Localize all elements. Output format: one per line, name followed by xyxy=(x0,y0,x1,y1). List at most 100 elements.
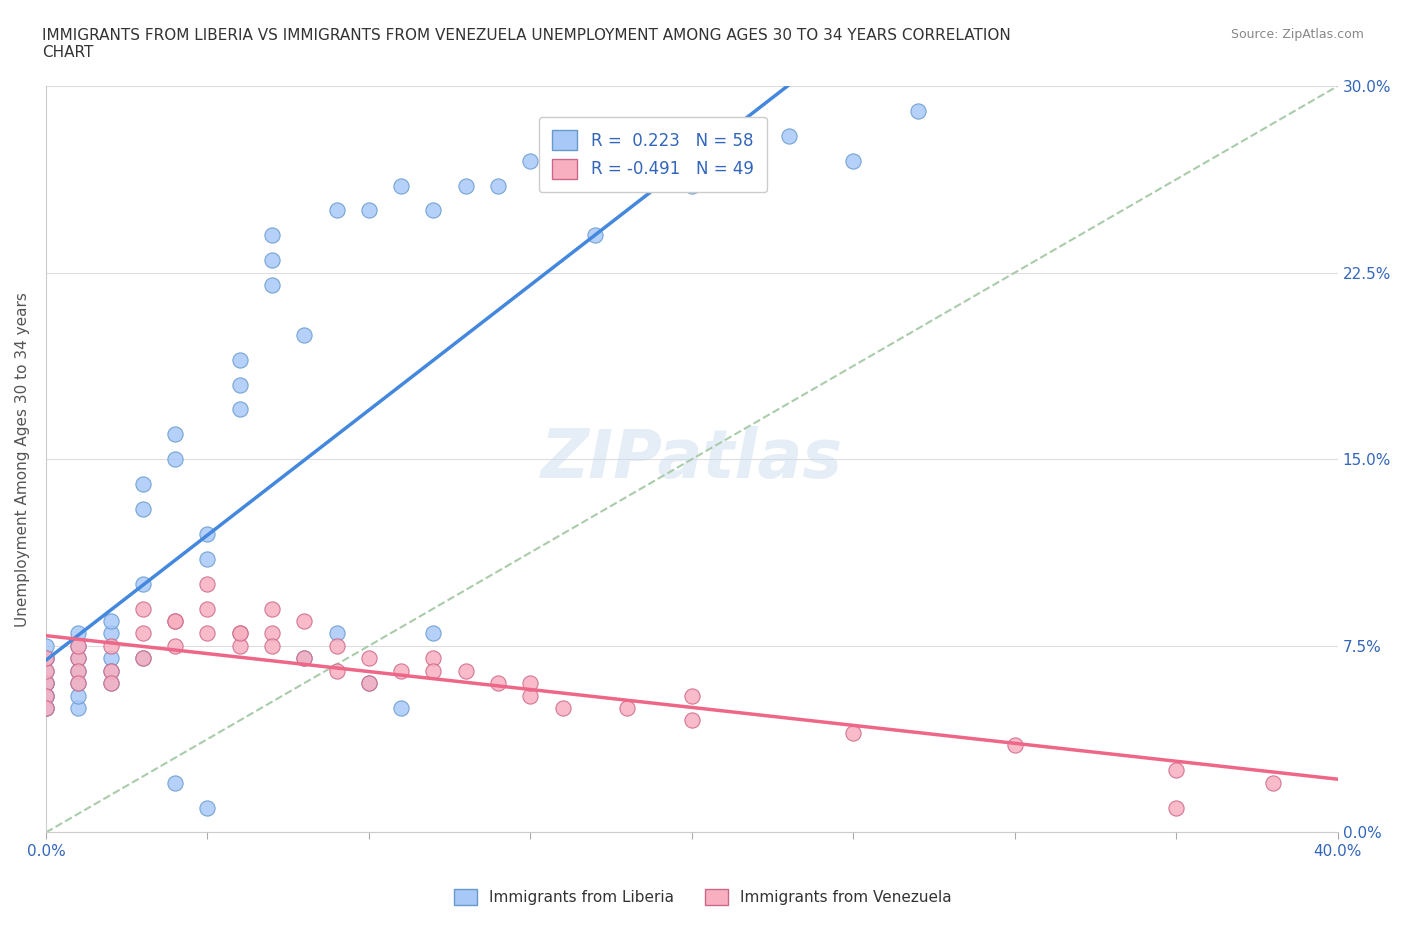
Point xyxy=(1166,800,1188,815)
Point xyxy=(519,688,541,703)
Point xyxy=(67,626,90,641)
Point xyxy=(1261,776,1284,790)
Text: Source: ZipAtlas.com: Source: ZipAtlas.com xyxy=(1230,28,1364,41)
Point xyxy=(35,688,58,703)
Point xyxy=(197,601,219,616)
Point xyxy=(357,676,380,691)
Point xyxy=(67,651,90,666)
Point xyxy=(100,626,122,641)
Point xyxy=(165,776,187,790)
Point xyxy=(260,253,283,268)
Point xyxy=(228,626,250,641)
Point xyxy=(745,128,768,143)
Point xyxy=(35,676,58,691)
Point xyxy=(100,651,122,666)
Point xyxy=(35,651,58,666)
Point xyxy=(35,700,58,715)
Point xyxy=(67,651,90,666)
Point xyxy=(551,128,574,143)
Point xyxy=(778,128,800,143)
Point xyxy=(325,638,347,653)
Y-axis label: Unemployment Among Ages 30 to 34 years: Unemployment Among Ages 30 to 34 years xyxy=(15,292,30,627)
Point xyxy=(260,626,283,641)
Point xyxy=(389,700,412,715)
Point xyxy=(67,700,90,715)
Point xyxy=(325,663,347,678)
Point xyxy=(35,638,58,653)
Point xyxy=(197,626,219,641)
Point xyxy=(292,651,315,666)
Point xyxy=(681,179,703,193)
Point xyxy=(132,601,155,616)
Point xyxy=(325,203,347,218)
Point xyxy=(100,676,122,691)
Point xyxy=(357,676,380,691)
Point xyxy=(616,700,638,715)
Point xyxy=(454,663,477,678)
Point xyxy=(100,638,122,653)
Point xyxy=(486,179,509,193)
Point xyxy=(292,327,315,342)
Point xyxy=(260,228,283,243)
Point xyxy=(100,663,122,678)
Point xyxy=(422,626,444,641)
Point xyxy=(389,663,412,678)
Point xyxy=(260,601,283,616)
Point xyxy=(519,153,541,168)
Point xyxy=(260,278,283,293)
Point xyxy=(1004,737,1026,752)
Point xyxy=(228,402,250,417)
Point xyxy=(35,700,58,715)
Point xyxy=(422,651,444,666)
Point xyxy=(100,676,122,691)
Point xyxy=(67,676,90,691)
Point xyxy=(67,676,90,691)
Point xyxy=(35,676,58,691)
Point xyxy=(357,203,380,218)
Point xyxy=(197,577,219,591)
Point xyxy=(67,663,90,678)
Point xyxy=(292,614,315,629)
Point xyxy=(67,663,90,678)
Point xyxy=(551,700,574,715)
Point xyxy=(422,203,444,218)
Point xyxy=(228,626,250,641)
Point xyxy=(35,651,58,666)
Point xyxy=(35,688,58,703)
Point xyxy=(165,452,187,467)
Point xyxy=(132,577,155,591)
Point xyxy=(389,179,412,193)
Text: IMMIGRANTS FROM LIBERIA VS IMMIGRANTS FROM VENEZUELA UNEMPLOYMENT AMONG AGES 30 : IMMIGRANTS FROM LIBERIA VS IMMIGRANTS FR… xyxy=(42,28,1011,60)
Point xyxy=(260,638,283,653)
Point xyxy=(454,179,477,193)
Point xyxy=(35,700,58,715)
Point xyxy=(519,676,541,691)
Point xyxy=(165,614,187,629)
Point xyxy=(35,651,58,666)
Point xyxy=(583,228,606,243)
Point xyxy=(357,651,380,666)
Point xyxy=(228,638,250,653)
Point xyxy=(35,676,58,691)
Point xyxy=(67,688,90,703)
Point xyxy=(100,663,122,678)
Point xyxy=(197,551,219,566)
Point xyxy=(100,614,122,629)
Legend: R =  0.223   N = 58, R = -0.491   N = 49: R = 0.223 N = 58, R = -0.491 N = 49 xyxy=(538,117,768,193)
Legend: Immigrants from Liberia, Immigrants from Venezuela: Immigrants from Liberia, Immigrants from… xyxy=(447,882,959,913)
Point xyxy=(228,352,250,367)
Point xyxy=(132,626,155,641)
Point xyxy=(35,663,58,678)
Point xyxy=(422,663,444,678)
Point xyxy=(165,638,187,653)
Point xyxy=(842,153,865,168)
Point xyxy=(907,103,929,118)
Point xyxy=(67,638,90,653)
Point xyxy=(197,526,219,541)
Point xyxy=(67,638,90,653)
Text: ZIPatlas: ZIPatlas xyxy=(541,426,842,492)
Point xyxy=(132,501,155,516)
Point xyxy=(165,427,187,442)
Point xyxy=(325,626,347,641)
Point xyxy=(35,663,58,678)
